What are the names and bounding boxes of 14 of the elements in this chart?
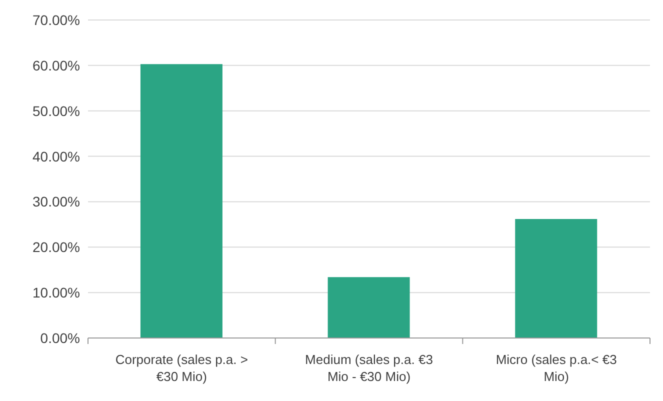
bar (328, 277, 410, 338)
x-tick-label: Corporate (sales p.a. > €30 Mio) (115, 352, 248, 384)
bar (515, 218, 598, 338)
y-tick-label: 60.00% (32, 57, 80, 74)
y-tick-label: 70.00% (32, 12, 80, 28)
x-tick-label: Micro (sales p.a.< €3 Mio) (496, 352, 617, 384)
y-tick-label: 40.00% (32, 148, 80, 164)
y-tick-label: 30.00% (32, 194, 80, 210)
x-tick-label: Medium (sales p.a. €3 Mio - €30 Mio) (305, 352, 433, 384)
bar (140, 64, 222, 338)
y-tick-label: 50.00% (32, 102, 80, 119)
y-tick-label: 10.00% (32, 284, 80, 301)
y-tick-label: 20.00% (32, 239, 80, 256)
y-tick-label: 0.00% (40, 330, 80, 346)
